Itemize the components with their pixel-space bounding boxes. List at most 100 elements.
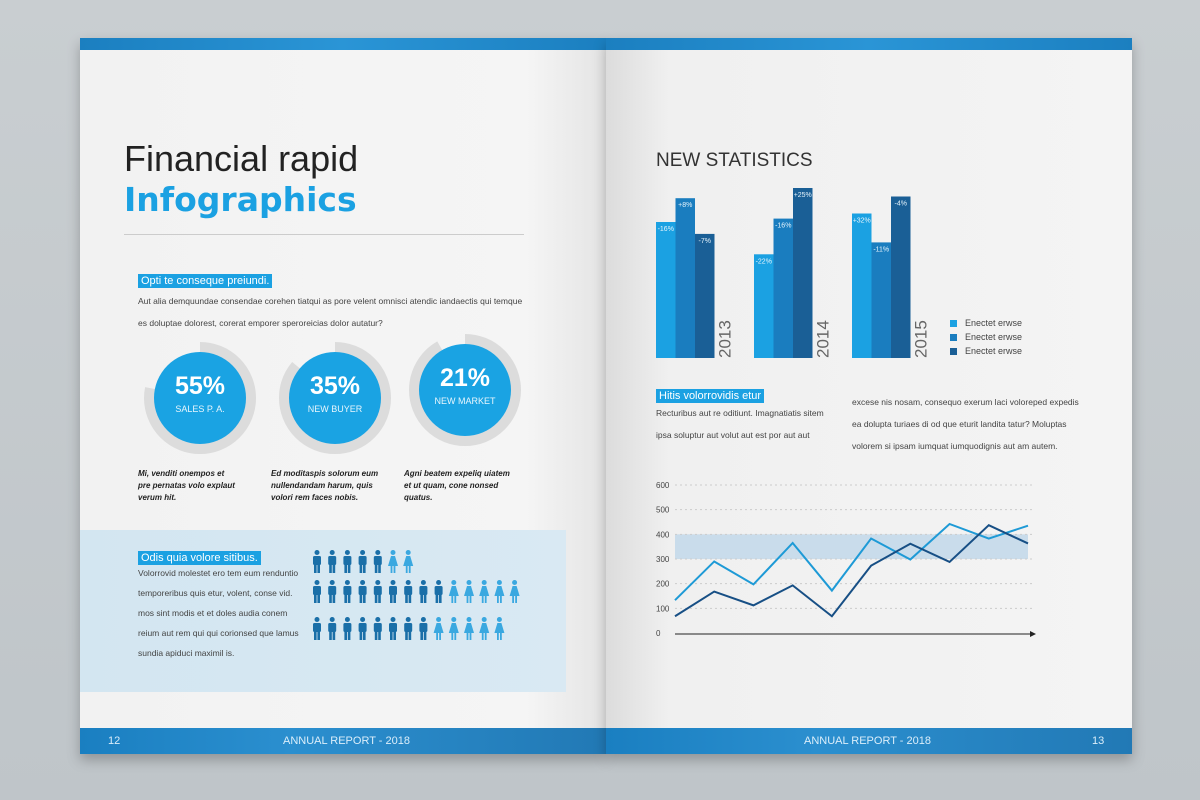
woman-icon bbox=[388, 550, 398, 573]
man-icon bbox=[404, 617, 413, 640]
torso bbox=[313, 586, 321, 595]
leg bbox=[363, 594, 366, 603]
highlight-band bbox=[675, 534, 1028, 559]
line-chart: 0100200300400500600200920102011201220132… bbox=[656, 481, 1036, 638]
year-label: 2013 bbox=[716, 320, 735, 358]
leg bbox=[332, 631, 336, 640]
leg bbox=[481, 595, 484, 603]
top-band bbox=[80, 38, 606, 50]
man-icon bbox=[389, 580, 397, 603]
leg bbox=[378, 564, 381, 573]
leg bbox=[481, 632, 484, 640]
text-line: sundia apiduci maximil is. bbox=[138, 648, 235, 658]
dress bbox=[464, 623, 474, 633]
leg bbox=[374, 564, 378, 573]
text-line: Aut alia demquundae consendae corehen ti… bbox=[138, 296, 523, 306]
leg bbox=[408, 631, 412, 640]
bar-data-label: -11% bbox=[873, 246, 889, 253]
legend-item: Enectet erwse bbox=[950, 330, 1022, 344]
head bbox=[496, 617, 502, 622]
leg bbox=[314, 564, 317, 573]
text-line: mos sint modis et et doles audia conem bbox=[138, 608, 288, 618]
head bbox=[344, 580, 350, 585]
donut-graphic bbox=[144, 342, 256, 454]
torso bbox=[389, 586, 397, 595]
torso bbox=[358, 623, 367, 632]
dress bbox=[509, 586, 520, 596]
woman-icon bbox=[433, 617, 444, 640]
head bbox=[329, 617, 335, 622]
man-icon bbox=[373, 580, 382, 603]
woman-icon bbox=[448, 580, 459, 603]
head bbox=[466, 580, 472, 585]
leg bbox=[469, 632, 472, 640]
head bbox=[451, 617, 457, 622]
woman-icon bbox=[464, 617, 474, 640]
bar-legend: Enectet erwse Enectet erwse Enectet erwse bbox=[950, 316, 1022, 358]
line-series bbox=[674, 522, 1029, 601]
year-label: 2015 bbox=[912, 320, 931, 358]
dress bbox=[479, 586, 490, 596]
head bbox=[390, 550, 396, 555]
leg bbox=[405, 594, 408, 603]
leg bbox=[344, 631, 347, 640]
leg bbox=[393, 594, 396, 603]
man-icon bbox=[358, 550, 367, 573]
leg bbox=[497, 595, 499, 603]
head bbox=[496, 580, 502, 585]
head bbox=[405, 550, 411, 555]
man-icon bbox=[389, 617, 397, 640]
woman-icon bbox=[479, 617, 490, 640]
stat-donut: 35% NEW BUYER bbox=[277, 340, 393, 456]
leg bbox=[317, 631, 320, 640]
bar bbox=[773, 218, 793, 358]
legend-item: Enectet erwse bbox=[950, 316, 1022, 330]
man-icon bbox=[328, 617, 337, 640]
text-line: reium aut rem qui qui corionsed que lamu… bbox=[138, 628, 299, 638]
top-band bbox=[606, 38, 1132, 50]
head bbox=[360, 580, 366, 585]
people-svg bbox=[313, 550, 520, 640]
donut-circle bbox=[419, 344, 511, 436]
section2-heading: Odis quia volore sitibus. bbox=[138, 551, 261, 565]
caption-line: nullendandam harum, quis bbox=[271, 481, 373, 490]
text-line: Volorrovid molestet ero tem eum rendunti… bbox=[138, 568, 299, 578]
bar bbox=[852, 213, 872, 358]
donut-circle bbox=[289, 352, 381, 444]
torso bbox=[373, 556, 382, 565]
leg bbox=[454, 595, 457, 603]
leg bbox=[500, 632, 502, 640]
torso bbox=[373, 623, 382, 632]
page-number: 13 bbox=[1092, 735, 1105, 747]
torso bbox=[434, 586, 443, 595]
leg bbox=[374, 594, 378, 603]
leg bbox=[374, 631, 378, 640]
head bbox=[420, 580, 426, 585]
caption-line: et ut quam, cone nonsed bbox=[404, 481, 499, 490]
man-icon bbox=[358, 580, 367, 603]
torso bbox=[358, 586, 367, 595]
head bbox=[420, 617, 426, 622]
caption-line: volori rem faces nobis. bbox=[271, 493, 359, 502]
leg bbox=[329, 564, 332, 573]
bar bbox=[656, 222, 676, 358]
leg bbox=[347, 594, 351, 603]
right-page: NEW STATISTICS -16% +8% -7% 2013 -22% -16% +25… bbox=[606, 38, 1132, 754]
dress bbox=[448, 623, 459, 633]
text-line: Recturibus aut re oditiunt. Imagnatiatis… bbox=[656, 408, 824, 418]
man-icon bbox=[313, 580, 321, 603]
leg bbox=[332, 594, 336, 603]
section-col2: excese nis nosam, consequo exerum laci v… bbox=[852, 391, 1079, 457]
stat-donut: 21% NEW MARKET bbox=[407, 332, 523, 448]
stat-value: 21% bbox=[439, 364, 491, 392]
head bbox=[375, 550, 381, 555]
caption-line: Agni beatem expeliq uiatem bbox=[404, 469, 510, 478]
dress bbox=[388, 556, 398, 566]
torso bbox=[343, 586, 352, 595]
leg bbox=[451, 595, 454, 603]
legend-item: Enectet erwse bbox=[950, 344, 1022, 358]
head bbox=[329, 580, 335, 585]
stat-label: NEW MARKET bbox=[434, 396, 496, 406]
torso bbox=[328, 623, 337, 632]
man-icon bbox=[373, 617, 382, 640]
